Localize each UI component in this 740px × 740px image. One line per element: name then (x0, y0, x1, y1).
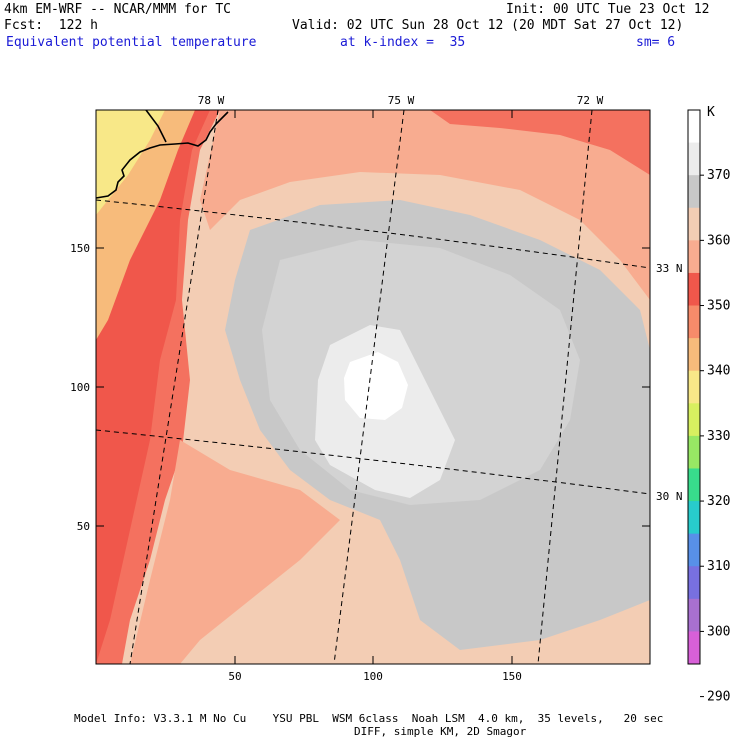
y-tick-label: 150 (70, 242, 90, 255)
colorbar-swatch (688, 110, 700, 144)
coastline (95, 109, 229, 199)
colorbar-swatch (688, 207, 700, 241)
colorbar-swatch (688, 631, 700, 665)
colorbar-label: 300 (707, 624, 730, 639)
colorbar-label: 340 (707, 364, 730, 379)
colorbar-swatch (688, 175, 700, 209)
lat-label: 30 N (656, 490, 683, 503)
colorbar-swatch (688, 272, 700, 307)
colorbar-frame (687, 109, 701, 665)
colorbar-label: 360 (707, 233, 730, 248)
colorbar-unit: K (707, 105, 715, 120)
fill-north-band (200, 110, 650, 300)
colorbar-swatch (688, 598, 700, 632)
lon-label: 78 W (198, 94, 225, 107)
lat-label: 33 N (656, 262, 683, 275)
x-tick-label: 100 (363, 670, 383, 683)
fill-southwest-salmon (130, 440, 340, 664)
smoothing-info: sm= 6 (636, 35, 676, 50)
init-time: Init: 00 UTC Tue 23 Oct 12 (506, 2, 710, 17)
model-info: Model Info: V3.3.1 M No Cu YSU PBL WSM 6… (74, 712, 664, 725)
lon-label: 72 W (577, 94, 604, 107)
colorbar-label: 320 (707, 494, 730, 509)
colorbar-swatch (688, 435, 700, 469)
x-tick-label: 50 (228, 670, 241, 683)
meridian-78w (129, 109, 219, 665)
colorbar-swatch (688, 142, 700, 176)
graticule (95, 109, 651, 665)
parallel-33n (95, 199, 651, 269)
fill-north-red (430, 110, 650, 175)
fill-eye-white (344, 352, 408, 420)
colorbar: 370360350340330320310300290280 (687, 109, 730, 705)
colorbar-swatch (688, 533, 700, 567)
colorbar-swatch (688, 566, 700, 600)
colorbar-label: 310 (707, 559, 730, 574)
x-tick-label: 150 (502, 670, 522, 683)
colorbar-swatch (688, 240, 700, 274)
colorbar-label: 370 (707, 168, 730, 183)
colorbar-label: 350 (707, 299, 730, 314)
theta-e-field (96, 110, 650, 664)
forecast-hour: Fcst: 122 h (4, 18, 98, 33)
model-title: 4km EM-WRF -- NCAR/MMM for TC (4, 2, 231, 17)
parallel-30n (95, 429, 651, 495)
colorbar-swatch (688, 468, 700, 502)
colorbar-swatch (688, 305, 700, 339)
colorbar-label: 330 (707, 429, 730, 444)
y-tick-label: 100 (70, 381, 90, 394)
fill-west-yellow (96, 110, 165, 215)
x-axis-ticks (234, 110, 513, 664)
y-tick-label: 50 (77, 520, 90, 533)
level-info: at k-index = 35 (340, 35, 466, 50)
valid-time: Valid: 02 UTC Sun 28 Oct 12 (20 MDT Sat … (292, 18, 684, 33)
colorbar-swatch (688, 501, 700, 535)
colorbar-swatch (688, 370, 700, 404)
lon-label: 75 W (388, 94, 415, 107)
colorbar-swatch (688, 403, 700, 437)
y-axis-ticks (96, 247, 650, 527)
colorbar-swatch (688, 338, 700, 372)
model-info-line2: DIFF, simple KM, 2D Smagor (354, 725, 527, 738)
meridian-72w (537, 109, 593, 665)
meridian-75w (333, 109, 405, 665)
colorbar-label: 290 (707, 690, 730, 705)
field-name: Equivalent potential temperature (6, 35, 257, 50)
